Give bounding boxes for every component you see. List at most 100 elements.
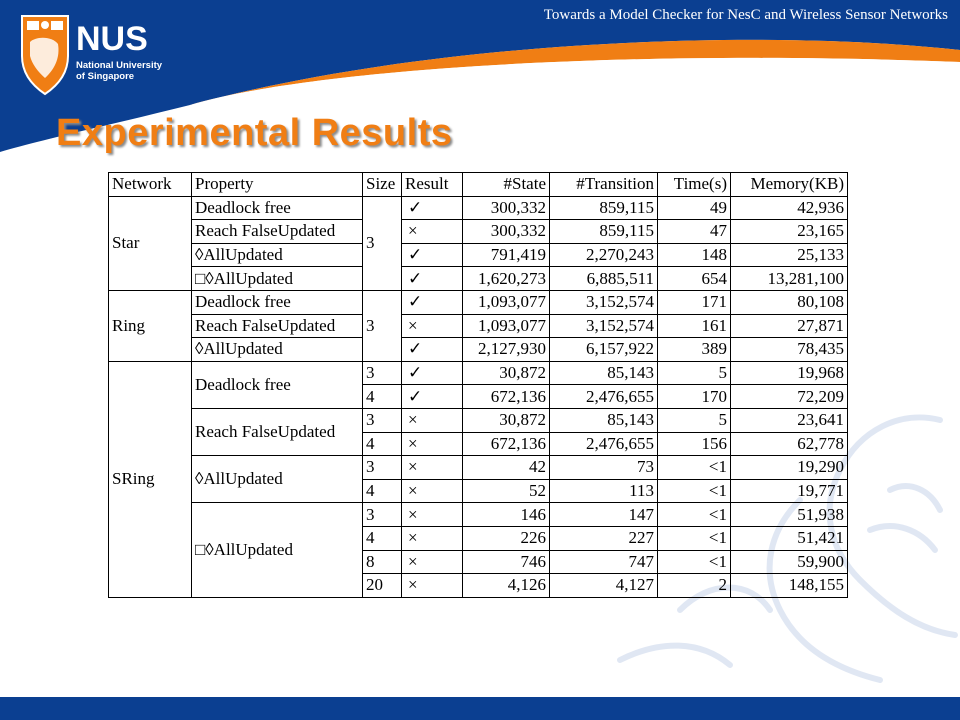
result-cell: ✓ — [401, 360, 463, 386]
memory-cell: 72,209 — [730, 384, 848, 409]
transitions-cell: 6,885,511 — [549, 266, 658, 291]
memory-cell: 51,938 — [730, 502, 848, 527]
size-cell: 8 — [362, 549, 402, 575]
result-cell: × — [401, 219, 463, 244]
property-cell: Deadlock free — [191, 360, 363, 409]
states-cell: 30,872 — [462, 407, 550, 433]
result-cell: × — [401, 549, 463, 575]
transitions-cell: 2,270,243 — [549, 242, 658, 268]
time-cell: 156 — [657, 431, 731, 457]
time-cell: 161 — [657, 313, 731, 339]
nus-logo: NUS National University of Singapore — [18, 12, 188, 102]
memory-cell: 42,936 — [730, 195, 848, 221]
memory-cell: 59,900 — [730, 549, 848, 575]
transitions-cell: 113 — [549, 478, 658, 504]
table-row: Reach FalseUpdated × 1,093,077 3,152,574… — [109, 313, 848, 339]
result-cell: × — [401, 502, 463, 527]
slide-title: Experimental Results — [56, 112, 453, 154]
memory-cell: 19,771 — [730, 478, 848, 504]
table-row: □◊AllUpdated ✓ 1,620,273 6,885,511 654 1… — [109, 266, 848, 291]
time-cell: 654 — [657, 266, 731, 291]
states-cell: 1,620,273 — [462, 266, 550, 291]
result-cell: × — [401, 431, 463, 457]
memory-cell: 148,155 — [730, 573, 848, 598]
time-cell: 5 — [657, 360, 731, 386]
network-cell: Star — [108, 195, 192, 291]
transitions-cell: 85,143 — [549, 360, 658, 386]
size-cell: 3 — [362, 360, 402, 386]
table-row: Reach FalseUpdated × 300,332 859,115 47 … — [109, 219, 848, 244]
states-cell: 672,136 — [462, 431, 550, 457]
col-header-network: Network — [108, 172, 192, 197]
memory-cell: 27,871 — [730, 313, 848, 339]
size-cell: 4 — [362, 431, 402, 457]
nus-crest-icon: NUS National University of Singapore — [21, 15, 163, 96]
transitions-cell: 147 — [549, 502, 658, 527]
time-cell: <1 — [657, 502, 731, 527]
result-cell: ✓ — [401, 384, 463, 409]
size-cell: 3 — [362, 502, 402, 527]
memory-cell: 62,778 — [730, 431, 848, 457]
states-cell: 1,093,077 — [462, 313, 550, 339]
states-cell: 791,419 — [462, 242, 550, 268]
size-cell: 4 — [362, 384, 402, 409]
memory-cell: 78,435 — [730, 337, 848, 362]
time-cell: 5 — [657, 407, 731, 433]
states-cell: 4,126 — [462, 573, 550, 598]
size-cell: 4 — [362, 525, 402, 551]
slide-header: NUS National University of Singapore Tow… — [0, 0, 960, 160]
time-cell: 389 — [657, 337, 731, 362]
col-header-transitions: #Transition — [549, 172, 658, 197]
network-cell: Ring — [108, 289, 192, 362]
col-header-time: Time(s) — [657, 172, 731, 197]
result-cell: × — [401, 478, 463, 504]
table-header-row: Network Property Size Result #State #Tra… — [108, 172, 848, 197]
memory-cell: 13,281,100 — [730, 266, 848, 291]
footer-bar — [0, 697, 960, 720]
result-cell: ✓ — [401, 242, 463, 268]
table-row: ◊AllUpdated ✓ 791,419 2,270,243 148 25,1… — [109, 242, 848, 268]
transitions-cell: 859,115 — [549, 195, 658, 221]
table-row: Ring Deadlock free 3 ✓ 1,093,077 3,152,5… — [108, 289, 848, 362]
transitions-cell: 85,143 — [549, 407, 658, 433]
size-cell: 4 — [362, 478, 402, 504]
transitions-cell: 4,127 — [549, 573, 658, 598]
transitions-cell: 227 — [549, 525, 658, 551]
property-cell: ◊AllUpdated — [191, 337, 363, 362]
property-cell: ◊AllUpdated — [191, 242, 363, 268]
memory-cell: 51,421 — [730, 525, 848, 551]
states-cell: 672,136 — [462, 384, 550, 409]
time-cell: 170 — [657, 384, 731, 409]
col-header-size: Size — [362, 172, 402, 197]
states-cell: 300,332 — [462, 219, 550, 244]
size-cell: 3 — [362, 407, 402, 433]
time-cell: 49 — [657, 195, 731, 221]
states-cell: 42 — [462, 455, 550, 480]
states-cell: 300,332 — [462, 195, 550, 221]
time-cell: 2 — [657, 573, 731, 598]
property-cell: Reach FalseUpdated — [191, 407, 363, 457]
memory-cell: 19,290 — [730, 455, 848, 480]
result-cell: ✓ — [401, 337, 463, 362]
states-cell: 30,872 — [462, 360, 550, 386]
time-cell: 171 — [657, 289, 731, 315]
table-row: 20 × 4,126 4,127 2 148,155 — [109, 573, 848, 598]
states-cell: 146 — [462, 502, 550, 527]
table-row: 4 × 52 113 <1 19,771 — [109, 478, 848, 504]
property-cell: Deadlock free — [191, 195, 363, 221]
transitions-cell: 2,476,655 — [549, 431, 658, 457]
result-cell: × — [401, 525, 463, 551]
header-swoosh-graphic — [0, 0, 960, 152]
states-cell: 226 — [462, 525, 550, 551]
property-cell: Reach FalseUpdated — [191, 313, 363, 339]
size-cell: 3 — [362, 455, 402, 480]
time-cell: 47 — [657, 219, 731, 244]
time-cell: 148 — [657, 242, 731, 268]
result-cell: ✓ — [401, 195, 463, 221]
svg-text:National University: National University — [76, 60, 163, 71]
transitions-cell: 3,152,574 — [549, 289, 658, 315]
property-cell: Deadlock free — [191, 289, 363, 315]
property-cell: □◊AllUpdated — [191, 266, 363, 291]
size-cell: 3 — [362, 195, 402, 291]
transitions-cell: 73 — [549, 455, 658, 480]
